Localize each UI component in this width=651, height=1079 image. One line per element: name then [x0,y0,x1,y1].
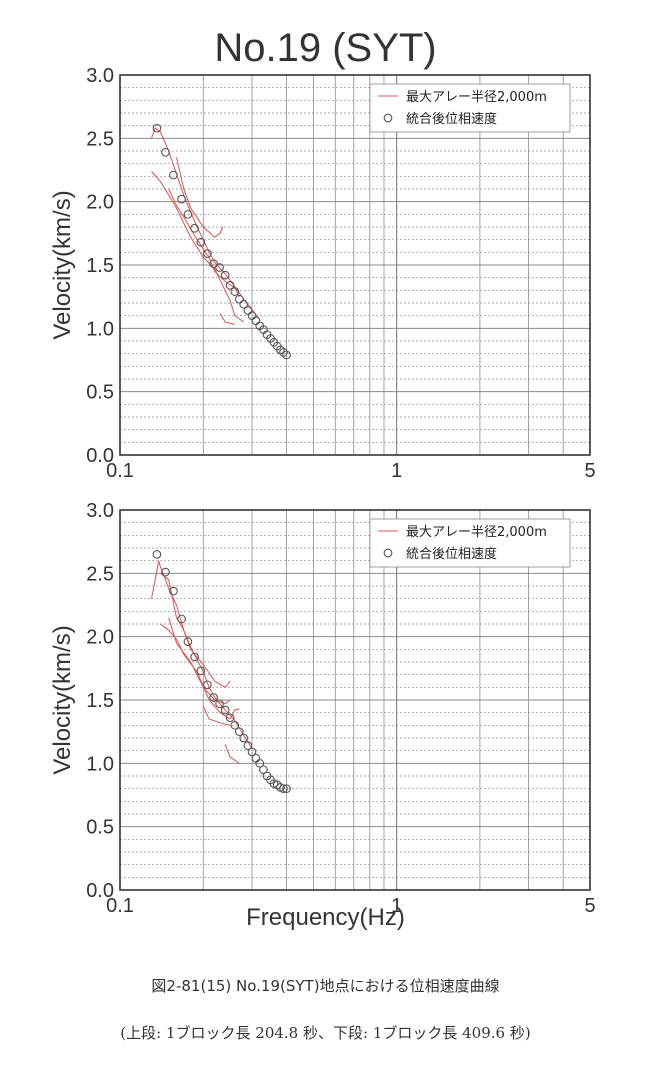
data-point [215,699,224,709]
y-tick-label: 0.5 [86,382,114,404]
data-point [220,705,230,715]
data-point [169,586,178,596]
y-tick-label: 1.0 [86,753,114,775]
series-line [176,157,224,238]
y-axis-title: Velocity(km/s) [49,190,76,339]
x-tick-label: 5 [584,895,595,917]
series-line [151,170,244,323]
data-point [251,316,261,326]
data-point [234,727,244,737]
data-point [177,614,186,624]
y-tick-label: 2.0 [86,192,114,214]
y-tick-label: 2.0 [86,627,114,649]
x-tick-label: 1 [391,895,402,917]
series-line [219,312,235,325]
chart-top: 0.0 0.5 1.0 1.5 2.0 2.5 3.0 0.1 1 5 Velocity(km/s)… [49,65,596,482]
y-tick-label: 2.5 [86,128,114,150]
y-axis-title: Velocity(km/s) [49,625,76,774]
y-tick-label: 3.0 [86,65,114,87]
data-point [239,299,249,309]
data-point [255,758,265,768]
y-tick-label: 0.0 [86,445,114,467]
legend-box [369,518,571,568]
data-point [251,753,261,763]
series-line [151,127,261,320]
data-point [161,567,170,577]
data-point [190,223,199,233]
y-tick-label: 2.5 [86,563,114,585]
legend-box [369,83,571,133]
data-point [220,270,230,280]
data-point [282,784,291,794]
y-tick-label: 3.0 [86,500,114,522]
data-point [259,765,268,775]
series-array-radius-2000m [151,127,261,325]
data-point [169,170,178,180]
page-title: No.19 (SYT) [214,26,437,70]
data-point [239,733,249,743]
figure-subcaption: (上段: 1ブロック長 204.8 秒、下段: 1ブロック長 409.6 秒) [120,1024,531,1042]
x-tick-label: 0.1 [106,460,134,482]
grid [120,75,590,455]
data-point [190,652,199,662]
series-integrated-phase-velocity [152,123,291,360]
plot-frame [119,509,591,891]
data-point [282,350,291,360]
x-axis-title: Frequency(Hz) [246,904,405,931]
series-line [160,572,231,688]
data-point [161,147,170,157]
series-line [151,560,253,749]
data-point [196,237,206,247]
legend-entry-label: 最大アレー半径2,000m [406,90,547,105]
data-point [279,348,288,357]
y-tick-label: 1.0 [86,318,114,340]
chart-bottom: 0.0 0.5 1.0 1.5 2.0 2.5 3.0 0.1 1 5 Velocity(km/s)… [49,500,596,917]
data-point [230,287,240,296]
legend: 最大アレー半径2,000m 統合後位相速度 [369,518,571,568]
data-point [215,263,224,272]
legend-marker-swatch [383,548,393,558]
figure-caption: 図2-81(15) No.19(SYT)地点における位相速度曲線 [151,977,500,995]
legend-entry-label: 統合後位相速度 [406,546,497,562]
y-tick-label: 0.0 [86,880,114,902]
data-point [177,194,186,204]
x-tick-label: 0.1 [106,895,134,917]
data-point [279,784,288,794]
grid [120,510,590,890]
x-tick-label: 5 [584,460,595,482]
data-point [225,713,235,723]
series-line [168,188,240,297]
y-tick-label: 0.5 [86,817,114,839]
data-point [243,306,253,315]
legend-entry-label: 統合後位相速度 [406,111,497,127]
x-tick-label: 1 [391,460,402,482]
series-line [160,623,240,720]
y-tick-label: 1.5 [86,255,114,277]
y-tick-label: 1.5 [86,690,114,712]
data-point [203,249,212,258]
series-line [224,744,240,764]
data-point [209,693,218,702]
data-point [247,747,257,757]
data-point [225,280,235,290]
data-point [203,680,212,690]
data-point [196,666,206,676]
legend-entry-label: 最大アレー半径2,000m [406,525,547,540]
data-point [152,549,162,559]
series-integrated-phase-velocity [152,549,291,794]
data-point [230,720,240,730]
legend: 最大アレー半径2,000m 統合後位相速度 [369,83,571,133]
series-line [168,617,231,705]
series-line [202,706,231,726]
data-point [183,637,193,647]
data-point [234,294,244,304]
data-point [152,123,162,133]
plot-frame [119,74,591,456]
data-point [243,741,253,750]
data-point [183,209,193,219]
legend-marker-swatch [383,113,393,123]
